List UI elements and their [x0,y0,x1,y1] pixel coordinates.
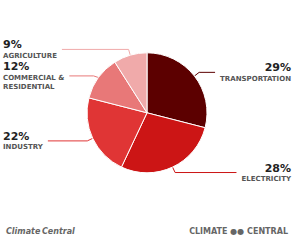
svg-text:12%: 12% [3,60,29,73]
svg-text:RESIDENTIAL: RESIDENTIAL [3,83,55,91]
svg-text:22%: 22% [3,130,29,143]
svg-text:9%: 9% [3,38,22,51]
svg-text:INDUSTRY: INDUSTRY [3,143,44,151]
svg-text:AGRICULTURE: AGRICULTURE [3,52,57,60]
svg-text:28%: 28% [265,162,291,175]
svg-text:CLIMATE ●● CENTRAL: CLIMATE ●● CENTRAL [189,227,288,236]
svg-text:COMMERCIAL &: COMMERCIAL & [3,74,64,82]
svg-text:29%: 29% [265,61,291,74]
svg-text:Climate Central: Climate Central [6,227,75,236]
svg-text:ELECTRICITY: ELECTRICITY [241,175,291,183]
svg-text:TRANSPORTATION: TRANSPORTATION [220,75,291,83]
